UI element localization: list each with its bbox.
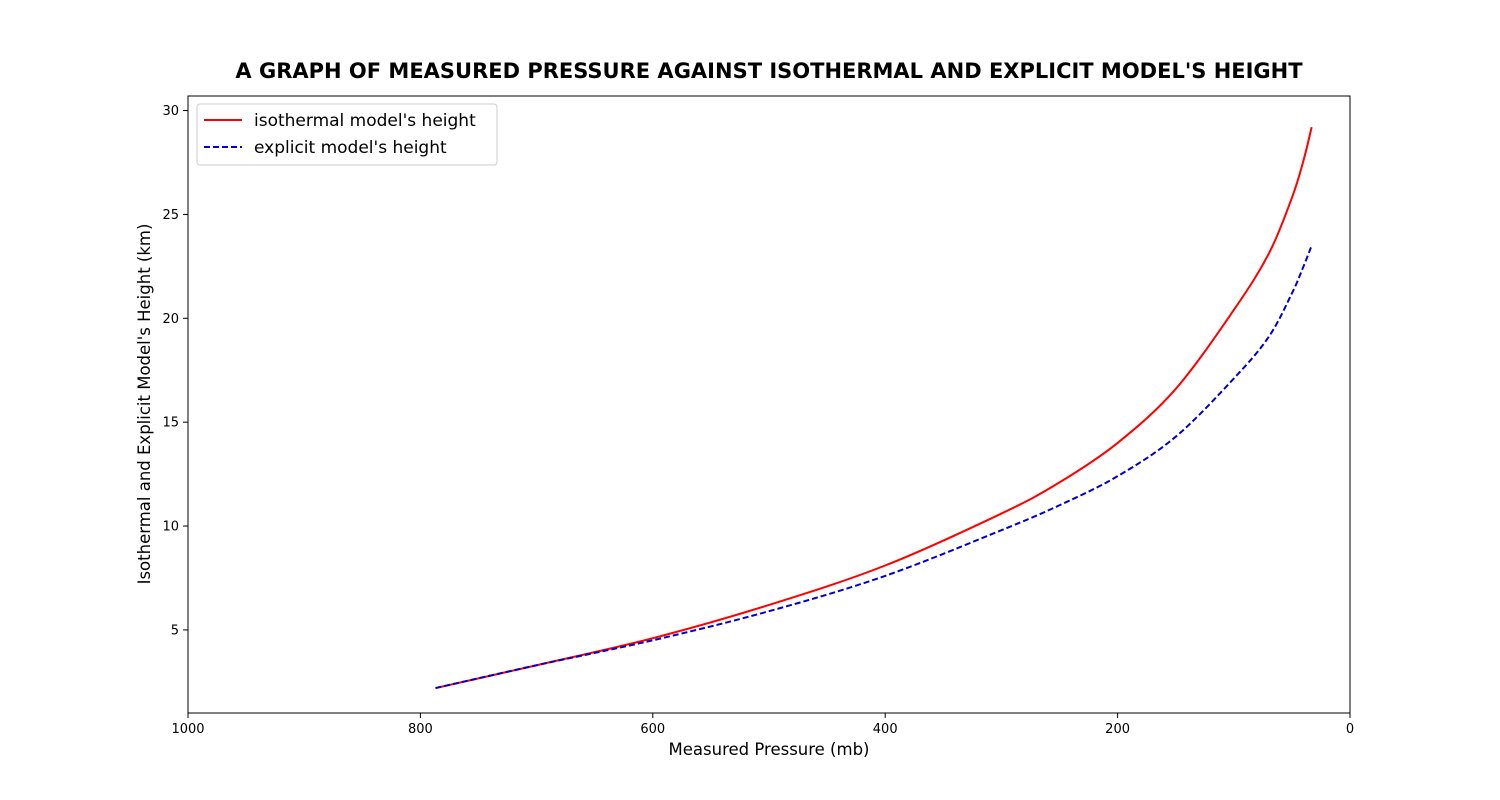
legend-label-explicit: explicit model's height [254, 138, 447, 158]
y-tick-label: 10 [162, 520, 179, 535]
x-tick-label: 600 [640, 722, 665, 737]
plot-lines [435, 126, 1313, 690]
y-tick-label: 25 [162, 208, 179, 223]
y-axis-label: Isothermal and Explicit Model's Height (… [135, 224, 154, 585]
legend-box [196, 103, 498, 166]
y-axis: 5 10 15 20 25 30 [162, 104, 188, 638]
y-tick-label: 30 [162, 104, 179, 119]
x-tick-label: 1000 [171, 722, 204, 737]
chart-title: A GRAPH OF MEASURED PRESSURE AGAINST ISO… [235, 59, 1303, 83]
x-tick-label: 800 [408, 722, 433, 737]
x-tick-label: 400 [873, 722, 898, 737]
legend-label-isothermal: isothermal model's height [254, 111, 476, 131]
plot-frame [187, 95, 1351, 714]
y-tick-label: 15 [162, 416, 179, 431]
y-tick-label: 20 [162, 312, 179, 327]
explicit-height-line [435, 245, 1313, 690]
legend: isothermal model's height explicit model… [196, 103, 498, 166]
y-tick-label: 5 [171, 623, 179, 638]
x-tick-label: 200 [1105, 722, 1130, 737]
x-axis: 1000 800 600 400 200 0 [171, 713, 1354, 737]
x-axis-label: Measured Pressure (mb) [669, 740, 870, 759]
x-tick-label: 0 [1346, 722, 1354, 737]
isothermal-height-line [435, 126, 1313, 690]
